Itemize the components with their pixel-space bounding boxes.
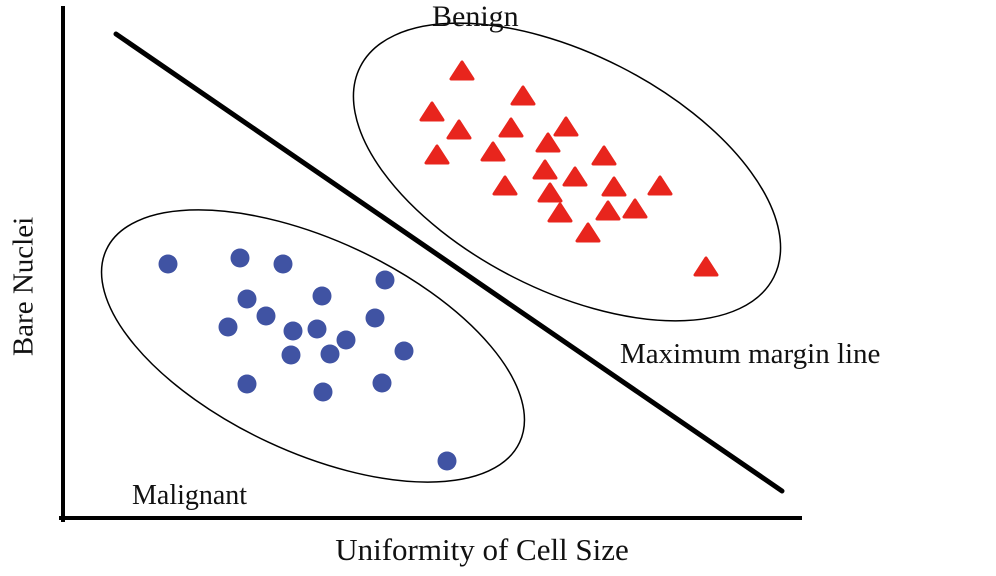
y-axis-label: Bare Nuclei	[7, 216, 40, 357]
benign-point	[591, 145, 617, 166]
x-axis-label: Uniformity of Cell Size	[335, 532, 629, 567]
malignant-point	[256, 306, 276, 326]
malignant-point	[372, 373, 392, 393]
benign-point	[449, 60, 475, 81]
maximum-margin-line-label: Maximum margin line	[620, 338, 881, 370]
malignant-point	[237, 374, 257, 394]
benign-point	[498, 117, 524, 138]
benign-point	[424, 144, 450, 165]
malignant-point	[375, 270, 395, 290]
malignant-point	[320, 344, 340, 364]
benign-point	[535, 132, 561, 153]
benign-point	[601, 176, 627, 197]
benign-point	[553, 116, 579, 137]
malignant-point	[158, 254, 178, 274]
malignant-cluster-label: Malignant	[132, 480, 248, 511]
benign-point	[595, 200, 621, 221]
benign-point	[575, 222, 601, 243]
malignant-point	[283, 321, 303, 341]
benign-point	[562, 166, 588, 187]
benign-point	[547, 202, 573, 223]
benign-point	[693, 256, 719, 277]
malignant-point	[237, 289, 257, 309]
malignant-point	[218, 317, 238, 337]
malignant-point	[313, 382, 333, 402]
benign-cluster-ellipse	[352, 22, 782, 322]
malignant-point	[312, 286, 332, 306]
malignant-point	[437, 451, 457, 471]
malignant-point	[230, 248, 250, 268]
malignant-point	[365, 308, 385, 328]
malignant-point	[336, 330, 356, 350]
benign-point	[510, 85, 536, 106]
malignant-point	[307, 319, 327, 339]
maximum-margin-line	[113, 31, 785, 494]
benign-point	[480, 141, 506, 162]
benign-point	[532, 159, 558, 180]
benign-point	[537, 182, 563, 203]
benign-point	[419, 101, 445, 122]
benign-point	[492, 175, 518, 196]
malignant-point	[281, 345, 301, 365]
malignant-point	[273, 254, 293, 274]
malignant-point	[394, 341, 414, 361]
malignant-cluster-ellipse	[100, 209, 526, 483]
benign-point	[446, 119, 472, 140]
benign-point	[647, 175, 673, 196]
benign-point	[622, 198, 648, 219]
benign-cluster-label: Benign	[432, 0, 519, 33]
